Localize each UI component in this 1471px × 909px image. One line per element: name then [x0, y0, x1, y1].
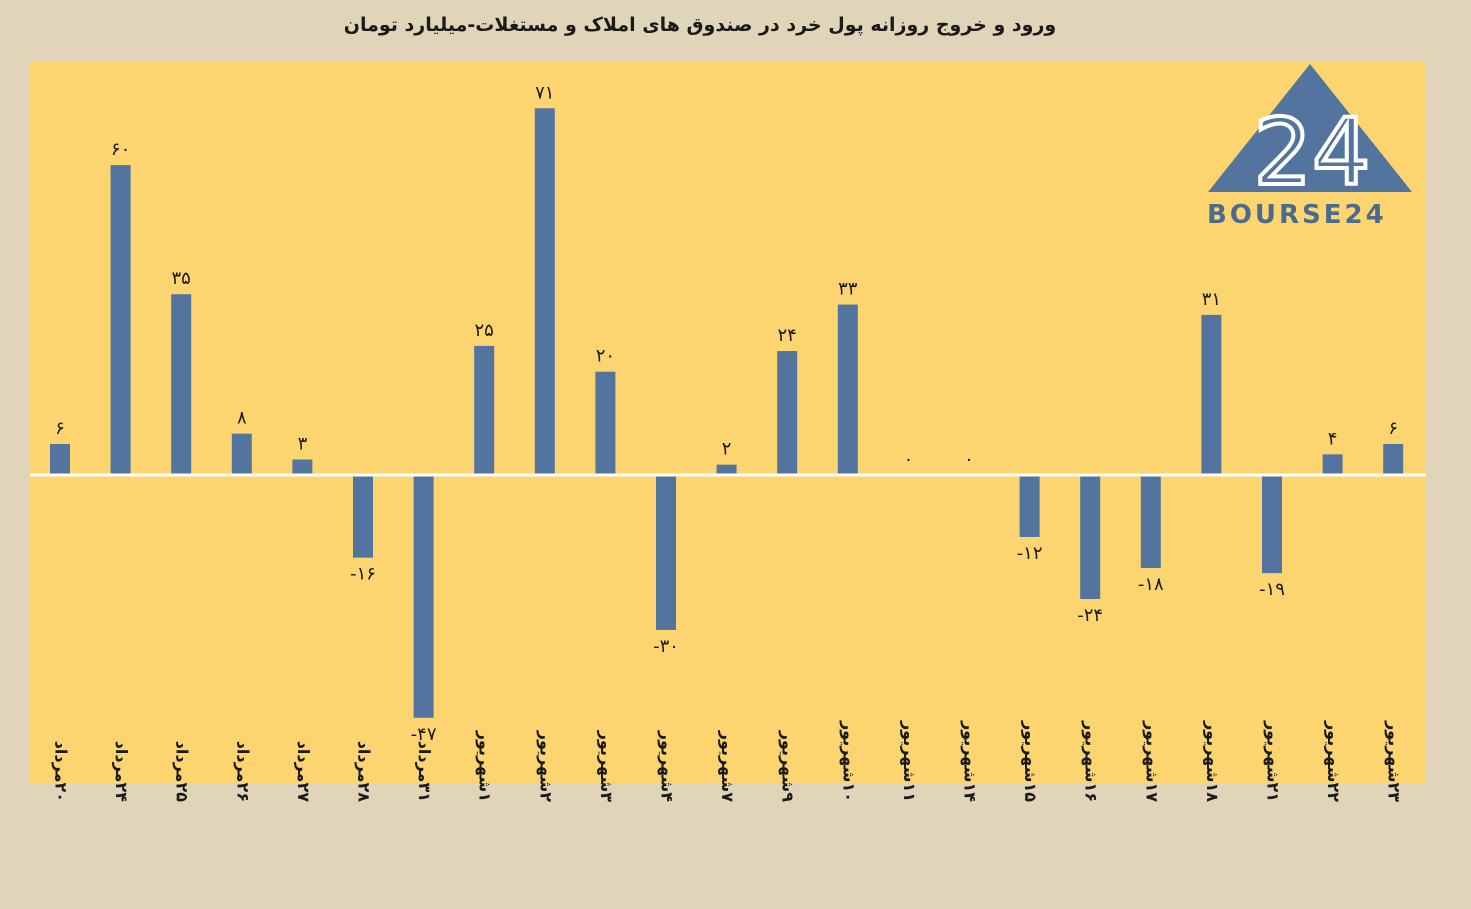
bar-3 — [231, 433, 252, 475]
x-tick-label-15: ۱۴شهریور — [961, 720, 980, 802]
bar-6 — [413, 475, 434, 718]
data-label-5: -۱۶ — [350, 564, 376, 585]
x-tick-label-13: ۱۰شهریور — [839, 720, 858, 802]
x-tick-label-7: ۱شهریور — [476, 730, 495, 802]
bar-11 — [716, 464, 737, 475]
x-tick-label-18: ۱۷شهریور — [1142, 720, 1161, 802]
bar-0 — [50, 444, 70, 475]
bar-10 — [656, 475, 676, 630]
bar-2 — [171, 294, 192, 475]
x-tick-label-17: ۱۶شهریور — [1082, 720, 1101, 802]
bars-group — [50, 108, 1404, 718]
bar-22 — [1383, 444, 1404, 475]
x-tick-label-20: ۲۱شهریور — [1264, 720, 1283, 802]
x-tick-label-4: ۲۷مرداد — [294, 741, 313, 803]
data-label-3: ۸ — [237, 408, 247, 429]
x-tick-label-11: ۷شهریور — [718, 730, 737, 803]
logo-triangle — [1208, 64, 1412, 192]
data-label-22: ۶ — [1388, 418, 1398, 439]
x-tick-label-3: ۲۶مرداد — [233, 741, 252, 802]
data-label-13: ۳۳ — [838, 279, 858, 300]
x-tick-label-8: ۲شهریور — [536, 730, 555, 803]
x-tick-label-6: ۳۱مرداد — [415, 741, 434, 802]
bar-20 — [1262, 475, 1282, 574]
bar-19 — [1201, 314, 1222, 475]
x-tick-label-21: ۲۲شهریور — [1324, 720, 1343, 802]
chart-title: ورود و خروج روزانه پول خرد در صندوق های … — [343, 14, 1057, 36]
bar-1 — [110, 165, 131, 475]
x-tick-label-22: ۲۳شهریور — [1385, 720, 1404, 802]
data-label-7: ۲۵ — [475, 320, 494, 341]
data-label-0: ۶ — [55, 418, 65, 439]
data-label-21: ۴ — [1328, 428, 1338, 449]
data-label-18: -۱۸ — [1138, 574, 1164, 595]
x-tick-label-2: ۲۵مرداد — [173, 741, 192, 803]
bar-7 — [474, 345, 495, 475]
data-label-12: ۲۴ — [778, 325, 797, 346]
data-label-10: -۳۰ — [653, 636, 679, 657]
x-tick-label-19: ۱۸شهریور — [1203, 720, 1222, 802]
logo-mark-text: 24 — [1253, 99, 1370, 206]
data-labels-group: ۶ ۶۰ ۳۵ ۸ ۳ -۱۶ -۴۷ ۲۵ ۷۱ ۲۰ -۳۰ ۲ ۲۴ ۳۳ ۰ ۰ -۱۲ -۲۴ -۱۸ ۳۱… — [55, 82, 1398, 744]
data-label-19: ۳۱ — [1202, 289, 1221, 310]
x-tick-label-1: ۲۴مرداد — [112, 741, 131, 803]
x-tick-label-10: ۴شهریور — [658, 730, 677, 803]
x-tick-label-12: ۹شهریور — [779, 730, 798, 803]
data-label-8: ۷۱ — [535, 82, 554, 103]
data-label-4: ۳ — [298, 434, 308, 455]
data-label-1: ۶۰ — [111, 139, 130, 160]
data-label-11: ۲ — [722, 439, 732, 460]
bar-12 — [777, 351, 798, 475]
x-tick-label-16: ۱۵شهریور — [1021, 720, 1040, 802]
bar-9 — [595, 371, 616, 475]
bar-13 — [837, 304, 858, 475]
data-label-20: -۱۹ — [1259, 579, 1285, 600]
data-label-14: ۰ — [904, 449, 914, 470]
bar-4 — [292, 459, 313, 475]
data-label-16: -۱۲ — [1017, 543, 1043, 564]
bar-21 — [1322, 454, 1343, 475]
bar-17 — [1080, 475, 1101, 599]
data-label-17: -۲۴ — [1077, 605, 1103, 626]
data-label-6: -۴۷ — [411, 724, 437, 745]
x-tick-label-0: ۲۰مرداد — [52, 741, 71, 802]
x-tick-labels-group: ۲۰مرداد ۲۴مرداد ۲۵مرداد ۲۶مرداد ۲۷مرداد ۲۸مرد… — [52, 720, 1404, 802]
plot-background — [30, 62, 1426, 784]
bar-18 — [1140, 475, 1161, 568]
bar-16 — [1019, 475, 1040, 537]
bar-5 — [353, 475, 373, 558]
x-tick-label-5: ۲۸مرداد — [355, 741, 374, 803]
bar-8 — [534, 108, 555, 475]
bourse24-logo: 24 — [1208, 64, 1412, 208]
data-label-15: ۰ — [964, 449, 974, 470]
x-tick-label-14: ۱۱شهریور — [900, 720, 919, 802]
data-label-2: ۳۵ — [172, 268, 191, 289]
logo-wordmark: BOURSE24 — [1207, 200, 1387, 230]
x-tick-label-9: ۳شهریور — [597, 730, 616, 803]
data-label-9: ۲۰ — [596, 346, 615, 367]
